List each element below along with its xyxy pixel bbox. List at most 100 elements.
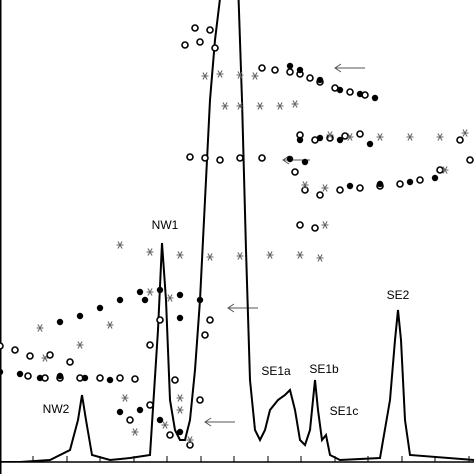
open-circle-marker bbox=[116, 374, 124, 382]
spectrum-line bbox=[0, 0, 474, 462]
open-circle-marker bbox=[311, 224, 319, 232]
arrow bbox=[227, 303, 258, 313]
filled-circle-marker bbox=[156, 416, 164, 424]
open-circle-marker bbox=[201, 331, 209, 339]
asterisk-marker bbox=[296, 251, 304, 259]
peak-label: SE1a bbox=[261, 364, 291, 378]
asterisk-marker bbox=[121, 394, 129, 402]
filled-circle-marker bbox=[336, 136, 344, 144]
open-circle-marker bbox=[131, 375, 139, 383]
asterisk-marker bbox=[291, 100, 299, 108]
open-circle-marker bbox=[258, 154, 266, 162]
open-circle-marker bbox=[196, 396, 204, 404]
arrow bbox=[204, 417, 235, 427]
asterisk-marker bbox=[161, 421, 169, 429]
asterisk-marker bbox=[106, 321, 114, 329]
asterisk-marker bbox=[131, 428, 139, 436]
filled-circle-marker bbox=[406, 178, 414, 186]
scatter-series bbox=[36, 70, 469, 444]
filled-circle-marker bbox=[96, 304, 104, 312]
open-circle-marker bbox=[271, 66, 279, 74]
asterisk-marker bbox=[236, 71, 244, 79]
open-circle-marker bbox=[296, 221, 304, 229]
open-circle-marker bbox=[336, 186, 344, 194]
open-circle-marker bbox=[341, 132, 349, 140]
filled-circle-marker bbox=[106, 376, 114, 384]
asterisk-marker bbox=[301, 181, 309, 189]
open-circle-marker bbox=[66, 358, 74, 366]
asterisk-marker bbox=[441, 166, 449, 174]
asterisk-marker bbox=[376, 133, 384, 141]
open-circle-marker bbox=[46, 351, 54, 359]
asterisk-marker bbox=[186, 436, 194, 444]
asterisk-marker bbox=[406, 133, 414, 141]
filled-circle-marker bbox=[286, 155, 294, 163]
filled-circle-marker bbox=[296, 136, 304, 144]
open-circle-marker bbox=[191, 24, 199, 32]
asterisk-marker bbox=[236, 252, 244, 260]
filled-circle-marker bbox=[301, 158, 309, 166]
filled-circle-marker bbox=[366, 140, 374, 148]
filled-circle-marker bbox=[316, 76, 324, 84]
open-circle-marker bbox=[186, 153, 194, 161]
open-circle-marker bbox=[96, 374, 104, 382]
open-circle-marker bbox=[356, 130, 364, 138]
asterisk-marker bbox=[176, 406, 184, 414]
filled-circle-marker bbox=[141, 296, 149, 304]
open-circle-marker bbox=[211, 44, 219, 52]
filled-circle-marker bbox=[431, 174, 439, 182]
asterisk-marker bbox=[461, 129, 469, 137]
open-circle-marker bbox=[316, 191, 324, 199]
filled-circle-marker bbox=[136, 288, 144, 296]
open-circle-marker bbox=[126, 416, 134, 424]
filled-circle-marker bbox=[316, 134, 324, 142]
open-circle-marker bbox=[171, 376, 179, 384]
scatter-series bbox=[0, 62, 439, 436]
open-circle-marker bbox=[201, 154, 209, 162]
filled-circle-marker bbox=[16, 370, 24, 378]
asterisk-marker bbox=[146, 288, 154, 296]
filled-circle-marker bbox=[136, 406, 144, 414]
filled-circle-marker bbox=[296, 66, 304, 74]
asterisk-marker bbox=[256, 102, 264, 110]
filled-circle-marker bbox=[176, 291, 184, 299]
open-circle-marker bbox=[466, 156, 474, 164]
open-circle-marker bbox=[181, 41, 189, 49]
peak-label: SE1c bbox=[330, 404, 359, 418]
open-circle-marker bbox=[166, 431, 174, 439]
asterisk-marker bbox=[176, 394, 184, 402]
filled-circle-marker bbox=[56, 318, 64, 326]
asterisk-marker bbox=[251, 72, 259, 80]
peak-label: NW1 bbox=[152, 218, 179, 232]
filled-circle-marker bbox=[371, 94, 379, 102]
asterisk-marker bbox=[41, 354, 49, 362]
filled-circle-marker bbox=[76, 312, 84, 320]
open-circle-marker bbox=[11, 346, 19, 354]
asterisk-marker bbox=[76, 341, 84, 349]
asterisk-marker bbox=[221, 102, 229, 110]
asterisk-marker bbox=[316, 254, 324, 262]
asterisk-marker bbox=[166, 294, 174, 302]
asterisk-marker bbox=[436, 133, 444, 141]
asterisk-marker bbox=[236, 102, 244, 110]
open-circle-marker bbox=[206, 26, 214, 34]
asterisk-marker bbox=[276, 102, 284, 110]
open-circle-marker bbox=[196, 38, 204, 46]
open-circle-marker bbox=[291, 168, 299, 176]
asterisk-marker bbox=[206, 253, 214, 261]
filled-circle-marker bbox=[56, 372, 64, 380]
open-circle-marker bbox=[346, 88, 354, 96]
open-circle-marker bbox=[0, 342, 4, 350]
peak-label: SE2 bbox=[387, 288, 410, 302]
asterisk-marker bbox=[346, 133, 354, 141]
open-circle-marker bbox=[24, 372, 32, 380]
filled-circle-marker bbox=[176, 314, 184, 322]
asterisk-marker bbox=[201, 72, 209, 80]
open-circle-marker bbox=[258, 64, 266, 72]
asterisk-marker bbox=[146, 248, 154, 256]
filled-circle-marker bbox=[376, 180, 384, 188]
filled-circle-marker bbox=[0, 368, 4, 376]
arrow bbox=[334, 63, 365, 73]
open-circle-marker bbox=[26, 352, 34, 360]
